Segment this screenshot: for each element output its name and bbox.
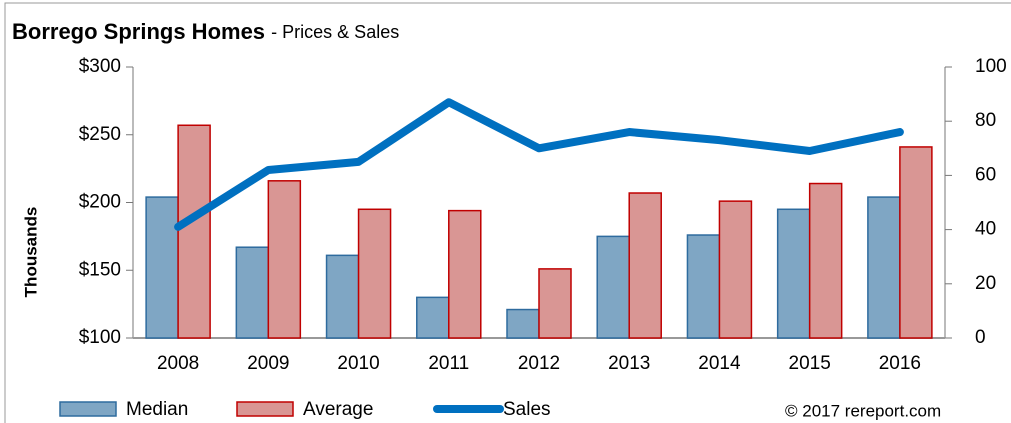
- subtitle: - Prices & Sales: [271, 22, 399, 42]
- legend-label: Average: [303, 399, 373, 420]
- bar: [718, 200, 753, 339]
- legend-label: Sales: [503, 399, 551, 420]
- y2-tick-label: 0: [975, 327, 986, 348]
- bar: [596, 235, 630, 339]
- bar: [867, 196, 901, 339]
- bar: [686, 234, 721, 339]
- x-tick-label: 2016: [879, 353, 921, 374]
- x-tick-label: 2015: [789, 353, 831, 374]
- x-tick-label: 2010: [337, 353, 379, 374]
- y2-tick-label: 20: [975, 273, 996, 294]
- annotation: © 2017 rereport.com: [785, 401, 941, 420]
- y-tick-label: $300: [79, 56, 121, 77]
- bar: [267, 180, 302, 339]
- y2-tick-label: 100: [975, 56, 1007, 77]
- bar: [628, 192, 662, 339]
- bar: [448, 209, 482, 339]
- bar: [808, 182, 843, 339]
- bar: [506, 308, 540, 339]
- bar: [416, 296, 450, 339]
- y2-tick-label: 80: [975, 110, 996, 131]
- y2-tick-label: 40: [975, 219, 996, 240]
- chart-border: [4, 2, 1011, 423]
- legend-swatch: [236, 401, 294, 417]
- bar: [325, 254, 360, 339]
- bar: [776, 208, 811, 339]
- title: Borrego Springs Homes: [12, 19, 265, 44]
- y-tick-label: $200: [79, 192, 121, 213]
- bar: [357, 208, 392, 339]
- y-tick-label: $100: [79, 327, 121, 348]
- sales-line: [174, 98, 904, 231]
- chart-title: Borrego Springs Homes - Prices & Sales: [12, 19, 399, 44]
- legend-swatch: [59, 401, 117, 417]
- legend-label: Median: [126, 399, 188, 420]
- x-tick-label: 2012: [518, 353, 560, 374]
- x-tick-label: 2013: [608, 353, 650, 374]
- y-tick-label: $150: [79, 259, 121, 280]
- y-tick-label: $250: [79, 124, 121, 145]
- x-tick-label: 2008: [157, 353, 199, 374]
- bar: [899, 146, 933, 339]
- x-tick-label: 2011: [428, 353, 469, 374]
- bar: [177, 124, 211, 339]
- x-tick-label: 2009: [247, 353, 289, 374]
- y-axis-label: Thousands: [21, 207, 40, 298]
- bar: [145, 196, 179, 339]
- bar: [538, 268, 572, 339]
- y2-tick-label: 60: [975, 164, 996, 185]
- bar: [235, 246, 270, 339]
- x-tick-label: 2014: [698, 353, 741, 374]
